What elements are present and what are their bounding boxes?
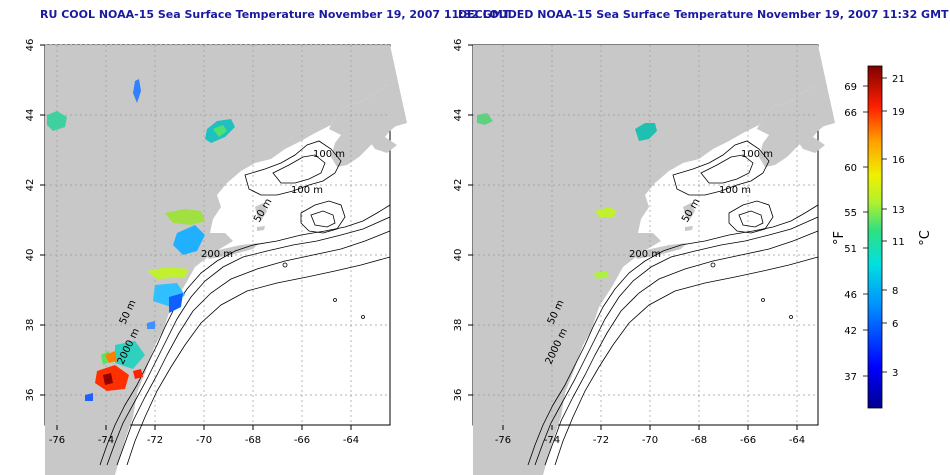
right-lat-tick: 40 [453,249,464,262]
colorbar-c-label: 13 [892,205,905,216]
left-lat-tick: 40 [25,249,36,262]
left-lon-tick: -70 [196,435,212,446]
right-axis-ticks: -76 -74 -72 -70 -68 -66 -64 46 44 42 40 … [453,39,805,446]
left-map-title: RU COOL NOAA-15 Sea Surface Temperature … [40,8,511,21]
right-contour-label-100m-b: 100 m [719,185,751,196]
right-lon-tick: -68 [691,435,707,446]
left-sst-patches [47,79,235,401]
left-lat-tick: 46 [25,39,36,52]
right-lon-tick: -74 [544,435,560,446]
colorbar-c-label: 3 [892,368,898,379]
right-lat-tick: 44 [453,109,464,122]
right-lon-tick: -64 [789,435,805,446]
right-map-title: DECLOUDED NOAA-15 Sea Surface Temperatur… [458,8,949,21]
right-lat-tick: 36 [453,389,464,402]
right-lon-tick: -72 [593,435,609,446]
colorbar-f-label: 55 [844,208,857,219]
colorbar-f-label: 60 [844,163,857,174]
colorbar-f-label: 66 [844,108,857,119]
right-lat-tick: 38 [453,319,464,332]
colorbar-c-label: 8 [892,286,898,297]
left-contour-label-100m-b: 100 m [291,185,323,196]
left-lon-tick: -72 [147,435,163,446]
colorbar-c-label: 6 [892,319,898,330]
left-lon-tick: -68 [245,435,261,446]
left-lat-tick: 44 [25,109,36,122]
left-contour-label-200m: 200 m [201,249,233,260]
left-lon-tick: -74 [98,435,114,446]
right-lon-tick: -76 [495,435,511,446]
colorbar-f-label: 37 [844,372,857,383]
left-lat-tick: 38 [25,319,36,332]
colorbar-c-label: 11 [892,237,905,248]
right-sst-patches [477,113,657,279]
right-grid [473,45,818,425]
colorbar-c-label: 16 [892,155,905,166]
left-lon-tick: -76 [49,435,65,446]
colorbar-f-label: 42 [844,326,857,337]
right-map-panel: 100 m 100 m 50 m 200 m 50 m 2000 m [472,44,835,475]
right-lat-tick: 46 [453,39,464,52]
right-lon-tick: -70 [642,435,658,446]
colorbar-unit-celsius: °C [918,230,933,246]
colorbar: 69 66 60 55 51 46 42 37 21 19 16 13 11 8… [832,65,933,409]
left-contour-label-100m-a: 100 m [313,149,345,160]
left-map-panel: 100 m 100 m 50 m 200 m 50 m 2000 m [44,44,407,475]
left-axis-ticks: -76 -74 -72 -70 -68 -66 -64 46 44 42 40 … [25,39,359,446]
colorbar-gradient [867,65,883,409]
colorbar-f-label: 69 [844,82,857,93]
right-lon-tick: -66 [740,435,756,446]
colorbar-c-label: 21 [892,74,905,85]
right-contour-label-200m: 200 m [629,249,661,260]
colorbar-f-label: 46 [844,290,857,301]
left-lon-tick: -66 [294,435,310,446]
colorbar-unit-fahrenheit: °F [832,231,847,245]
right-contour-label-100m-a: 100 m [741,149,773,160]
colorbar-f-label: 51 [844,244,857,255]
colorbar-c-label: 19 [892,107,905,118]
left-lat-tick: 42 [25,179,36,192]
left-lat-tick: 36 [25,389,36,402]
right-lat-tick: 42 [453,179,464,192]
left-lon-tick: -64 [343,435,359,446]
